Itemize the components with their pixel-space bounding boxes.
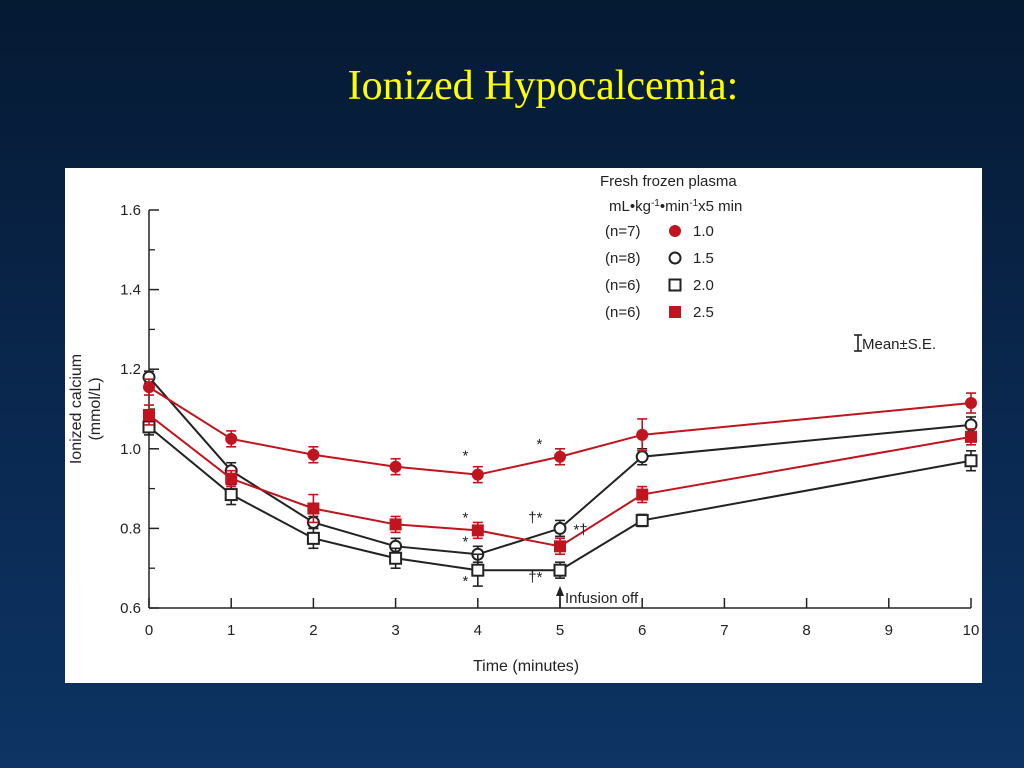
marker-filled-square — [225, 472, 238, 485]
legend-label: 1.0 — [693, 223, 714, 240]
marker-open-square — [389, 551, 403, 565]
series-2-0 — [142, 418, 978, 587]
legend-label: 2.0 — [693, 277, 714, 294]
x-tick-label: 10 — [963, 622, 980, 639]
marker-open-square — [306, 531, 320, 545]
infusion-arrow-head — [556, 586, 564, 596]
marker-filled-circle — [225, 432, 238, 445]
series-line — [148, 376, 972, 556]
y-axis-title-line1: Ionized calcium — [68, 354, 85, 464]
marker-filled-circle — [389, 460, 402, 473]
series-line — [148, 414, 972, 548]
marker-filled-square — [307, 502, 320, 515]
y-tick-label: 1.6 — [120, 202, 141, 219]
marker-filled-square — [554, 540, 566, 553]
marker-filled-square — [389, 518, 402, 531]
series-line — [148, 386, 972, 476]
significance-mark: * — [463, 509, 469, 526]
marker-filled-circle — [307, 448, 320, 461]
series-line — [148, 426, 972, 572]
significance-mark: * — [463, 533, 469, 550]
y-tick-label: 1.0 — [120, 441, 141, 458]
series-1-0 — [143, 378, 977, 484]
significance-mark: †* — [528, 569, 542, 586]
y-tick-label: 1.2 — [120, 361, 141, 378]
marker-filled-circle — [554, 450, 566, 463]
marker-open-circle — [635, 450, 649, 464]
series-2-5 — [143, 404, 977, 556]
marker-open-square — [964, 454, 978, 468]
chart-panel: 0.6 0.8 1.0 1.2 1.4 1.6 0 1 2 3 4 5 6 7 8 9 10 Time (minu… — [65, 168, 982, 683]
significance-mark: * — [463, 448, 469, 465]
marker-filled-circle — [471, 468, 484, 481]
y-tick-label: 0.8 — [120, 520, 141, 537]
marker-filled-circle — [636, 428, 649, 441]
x-tick-label: 0 — [145, 622, 153, 639]
x-tick-label: 1 — [227, 622, 235, 639]
x-tick-label: 2 — [309, 622, 317, 639]
legend-label: 1.5 — [693, 250, 714, 267]
significance-mark: †* — [528, 509, 542, 526]
x-tick-label: 7 — [720, 622, 728, 639]
legend-units: mL•kg-1•min-1x5 min — [609, 198, 742, 216]
series-1-5 — [142, 370, 978, 564]
marker-open-square — [224, 488, 238, 502]
marker-open-square — [668, 278, 682, 292]
x-tick-label: 6 — [638, 622, 646, 639]
significance-mark: * — [463, 573, 469, 590]
marker-open-circle — [668, 251, 682, 265]
y-axis-title-line2: (mmol/L) — [87, 377, 104, 440]
significance-mark: *† — [573, 521, 587, 538]
x-tick-label: 9 — [885, 622, 893, 639]
x-tick-label: 3 — [391, 622, 399, 639]
legend-n: (n=7) — [605, 223, 640, 240]
x-tick-label: 4 — [474, 622, 482, 639]
y-tick-label: 1.4 — [120, 282, 141, 299]
chart-svg: 0.6 0.8 1.0 1.2 1.4 1.6 0 1 2 3 4 5 6 7 8 9 10 Time (minu… — [68, 173, 980, 675]
x-tick-label: 5 — [556, 622, 564, 639]
slide-title: Ionized Hypocalcemia: — [347, 63, 739, 109]
marker-filled-square — [143, 408, 155, 421]
marker-filled-square — [471, 524, 484, 537]
marker-open-square — [471, 563, 485, 577]
marker-open-square — [635, 513, 649, 527]
marker-filled-circle — [669, 225, 681, 237]
x-axis-title: Time (minutes) — [473, 658, 579, 675]
legend-n: (n=8) — [605, 250, 640, 267]
mean-se-note: Mean±S.E. — [862, 336, 936, 353]
marker-filled-square — [636, 488, 649, 501]
legend-label: 2.5 — [693, 304, 714, 321]
marker-filled-square — [965, 430, 977, 443]
legend-title: Fresh frozen plasma — [600, 173, 737, 190]
x-tick-label: 8 — [802, 622, 810, 639]
marker-filled-circle — [143, 381, 155, 394]
legend-n: (n=6) — [605, 277, 640, 294]
significance-mark: * — [537, 436, 543, 453]
y-tick-label: 0.6 — [120, 600, 141, 617]
marker-filled-circle — [965, 397, 977, 410]
marker-filled-square — [669, 306, 681, 318]
legend-n: (n=6) — [605, 304, 640, 321]
infusion-off-label: Infusion off — [565, 590, 639, 607]
marker-open-circle — [553, 521, 567, 535]
marker-open-square — [553, 563, 567, 577]
